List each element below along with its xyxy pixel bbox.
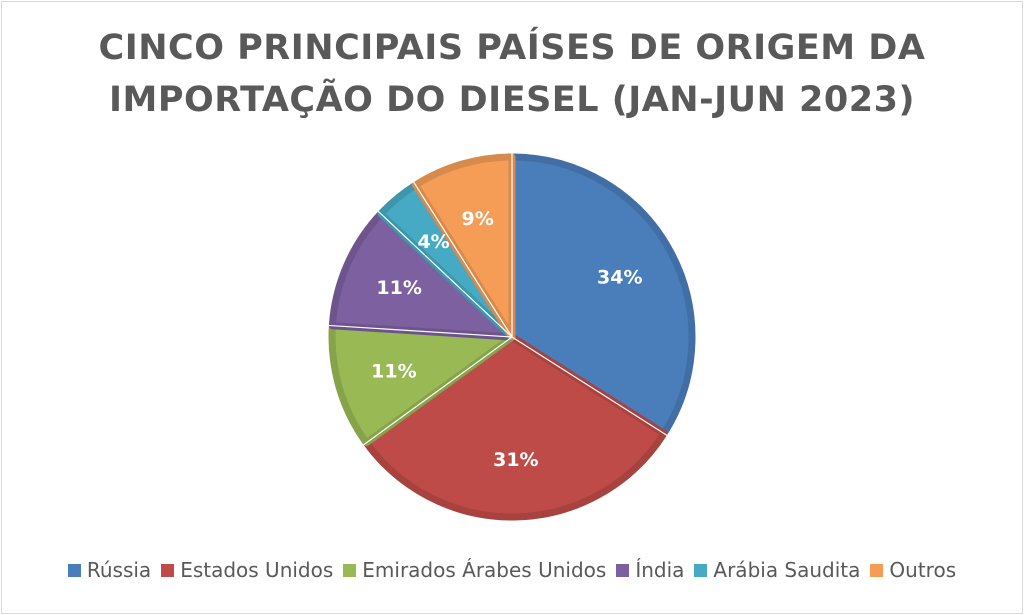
legend-swatch <box>694 563 708 577</box>
data-label-estados-unidos: 31% <box>493 449 538 471</box>
legend-swatch <box>870 563 884 577</box>
data-label-outros: 9% <box>462 208 494 230</box>
legend-swatch <box>161 563 175 577</box>
legend-label: Estados Unidos <box>180 558 334 582</box>
legend-item-estados-unidos: Estados Unidos <box>161 558 333 582</box>
legend-item-india: Índia <box>616 558 684 582</box>
legend: Rússia Estados Unidos Emirados Árabes Unid… <box>0 558 1024 582</box>
data-label-india: 11% <box>376 277 421 299</box>
pie-slice-estados-unidos <box>362 333 668 521</box>
legend-item-arabia-saudita: Arábia Saudita <box>694 558 860 582</box>
legend-swatch <box>343 563 357 577</box>
legend-item-emirados-arabes-unidos: Emirados Árabes Unidos <box>343 558 606 582</box>
legend-label: Arábia Saudita <box>713 558 861 582</box>
legend-swatch <box>616 563 630 577</box>
slice-separator <box>412 181 513 338</box>
legend-swatch <box>67 563 81 577</box>
legend-label: Índia <box>635 558 685 582</box>
slice-separator <box>511 336 668 437</box>
legend-item-russia: Rússia <box>67 558 152 582</box>
pie-slice-india <box>328 210 516 341</box>
chart-title-line-2: IMPORTAÇÃO DO DIESEL (JAN-JUN 2023) <box>109 80 915 120</box>
slice-separator <box>362 336 513 446</box>
chart-title-line-1: CINCO PRINCIPAIS PAÍSES DE ORIGEM DA <box>98 28 926 68</box>
pie-slice-emirados-arabes-unidos <box>328 322 516 447</box>
data-label-russia: 34% <box>597 267 642 289</box>
legend-label: Emirados Árabes Unidos <box>362 558 607 582</box>
data-label-emirados-arabes-unidos: 11% <box>371 360 416 382</box>
slice-separator <box>328 324 513 338</box>
slice-separator <box>377 210 513 338</box>
pie-slice-outros <box>412 153 516 341</box>
legend-item-outros: Outros <box>870 558 956 582</box>
legend-label: Outros <box>889 558 957 582</box>
chart-title: CINCO PRINCIPAIS PAÍSES DE ORIGEM DA IMP… <box>0 22 1024 126</box>
legend-label: Rússia <box>86 558 152 582</box>
data-label-arabia-saudita: 4% <box>417 231 449 253</box>
